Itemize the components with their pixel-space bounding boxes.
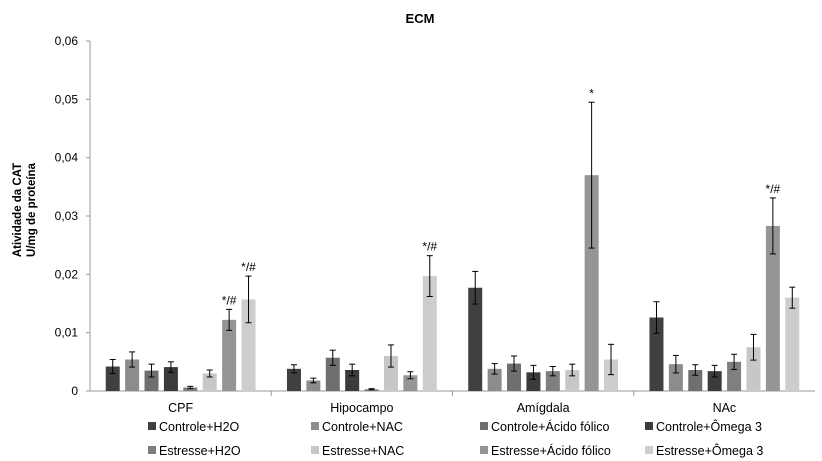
legend: Controle+H2O Controle+NAC Controle+Ácido f… (148, 419, 763, 458)
legend-swatch (645, 446, 653, 454)
legend-label: Estresse+Ácido fólico (491, 443, 611, 458)
bar (507, 363, 522, 391)
y-tick-label: 0,05 (55, 92, 79, 106)
bar (649, 317, 664, 391)
legend-label: Controle+NAC (322, 420, 403, 434)
bar (487, 368, 502, 391)
bar (584, 175, 599, 391)
bar (765, 225, 780, 391)
legend-label: Controle+H2O (159, 420, 240, 434)
significance-label: */# (422, 240, 437, 254)
y-tick-label: 0,06 (55, 34, 79, 48)
y-tick-label: 0,02 (55, 267, 79, 281)
bar (468, 287, 483, 391)
x-tick-label: Hipocampo (330, 401, 393, 415)
legend-label: Controle+Ácido fólico (491, 419, 610, 434)
bar (688, 370, 703, 391)
bar (746, 347, 761, 391)
significance-label: */# (241, 260, 256, 274)
significance-label: */# (222, 293, 237, 307)
legend-swatch (645, 422, 653, 430)
x-tick-label: CPF (168, 401, 193, 415)
y-tick-label: 0 (71, 384, 78, 398)
y-axis-label-line1: Atividade da CAT (12, 163, 24, 257)
legend-swatch (480, 446, 488, 454)
bar (163, 367, 178, 391)
legend-swatch (148, 446, 156, 454)
y-tick-label: 0,04 (55, 151, 79, 165)
bar (286, 368, 301, 391)
legend-label: Estresse+H2O (159, 444, 241, 458)
legend-swatch (311, 446, 319, 454)
bar (105, 366, 120, 391)
legend-label: Controle+Ômega 3 (656, 419, 762, 434)
bar (727, 361, 742, 391)
bar (668, 364, 683, 391)
y-tick-label: 0,03 (55, 209, 79, 223)
y-axis-label-line2: U/mg de proteína (26, 162, 38, 257)
bar (325, 357, 340, 391)
bar (545, 371, 560, 391)
bar (241, 299, 256, 391)
bar (604, 359, 619, 391)
bar (183, 387, 198, 391)
bar (785, 297, 800, 391)
legend-label: Estresse+Ômega 3 (656, 443, 763, 458)
legend-label: Estresse+NAC (322, 444, 404, 458)
bar (707, 371, 722, 391)
y-tick-label: 0,01 (55, 326, 79, 340)
bar (403, 375, 418, 391)
bar (222, 319, 237, 391)
bar (526, 372, 541, 391)
bar (565, 370, 580, 391)
chart-title: ECM (406, 11, 435, 26)
legend-swatch (480, 422, 488, 430)
legend-swatch (148, 422, 156, 430)
significance-label: * (589, 86, 594, 100)
x-tick-label: Amígdala (517, 401, 570, 415)
legend-swatch (311, 422, 319, 430)
bar (125, 359, 140, 391)
x-tick-label: NAc (713, 401, 737, 415)
bar (345, 370, 360, 391)
axes: 0 0,01 0,02 0,03 0,04 0,05 0,06 CPF Hipocampo Amí… (55, 34, 815, 415)
bar (422, 276, 437, 391)
y-axis-label: Atividade da CAT U/mg de proteína (12, 162, 38, 257)
significance-label: */# (766, 182, 781, 196)
bars: */# */# */# * */# (105, 86, 800, 391)
bar (202, 373, 217, 391)
bar (383, 356, 398, 391)
bar (144, 370, 159, 391)
bar (306, 380, 321, 391)
